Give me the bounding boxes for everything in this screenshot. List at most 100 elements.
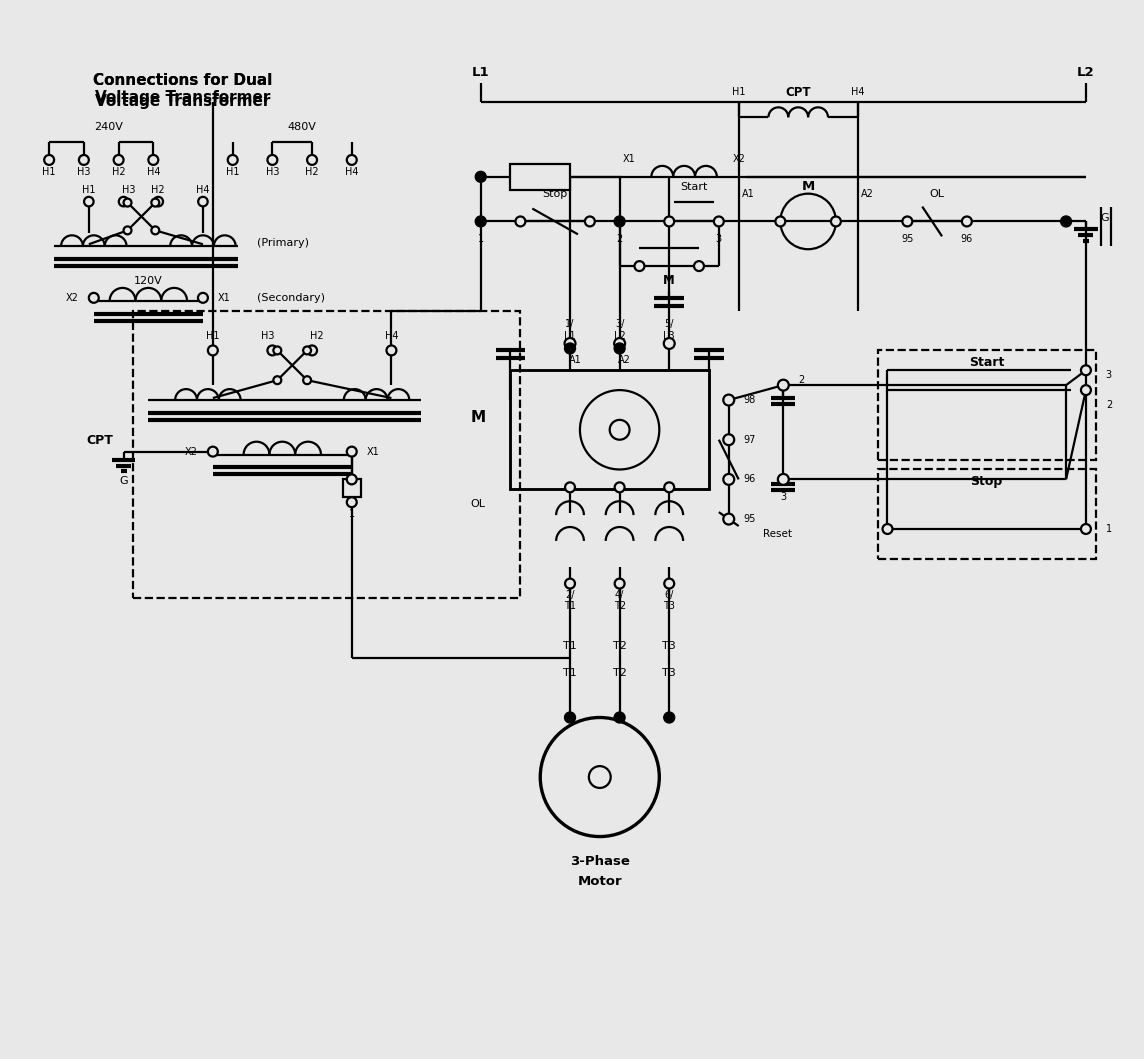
Text: 95: 95 [901, 234, 914, 245]
Circle shape [79, 155, 89, 165]
Text: H3: H3 [77, 167, 90, 177]
Text: 3-Phase: 3-Phase [570, 855, 629, 868]
Text: 2: 2 [799, 375, 804, 385]
Circle shape [149, 155, 158, 165]
Circle shape [475, 216, 486, 227]
Circle shape [273, 376, 281, 384]
Text: H4: H4 [196, 184, 209, 195]
Text: OL: OL [470, 499, 486, 509]
Text: T2: T2 [613, 641, 627, 651]
Bar [877, 351, 1096, 460]
Circle shape [1081, 524, 1091, 534]
Text: H1: H1 [227, 167, 239, 177]
Circle shape [665, 578, 674, 589]
Circle shape [665, 216, 674, 227]
Text: L2: L2 [1078, 66, 1095, 79]
Text: OL: OL [930, 189, 945, 199]
Text: 240V: 240V [94, 122, 124, 132]
Text: L3: L3 [664, 330, 675, 341]
Text: H1: H1 [732, 88, 746, 97]
Circle shape [614, 343, 625, 354]
Text: H1: H1 [206, 330, 220, 341]
Circle shape [1060, 216, 1072, 227]
Circle shape [614, 578, 625, 589]
Circle shape [778, 474, 788, 485]
Text: 3/: 3/ [615, 319, 625, 328]
Text: Start: Start [681, 182, 708, 192]
Circle shape [208, 447, 217, 456]
Circle shape [778, 380, 788, 391]
Circle shape [565, 578, 575, 589]
Text: H3: H3 [121, 184, 135, 195]
Circle shape [347, 474, 357, 484]
Text: 2: 2 [617, 234, 622, 245]
Circle shape [45, 155, 54, 165]
Text: H4: H4 [384, 330, 398, 341]
Text: X1: X1 [217, 293, 231, 303]
Text: H1: H1 [82, 184, 96, 195]
Text: H4: H4 [345, 167, 358, 177]
Text: L2: L2 [613, 330, 626, 341]
Circle shape [776, 216, 785, 227]
Bar [877, 469, 1096, 559]
Text: H3: H3 [265, 167, 279, 177]
Circle shape [962, 216, 972, 227]
Circle shape [1081, 385, 1091, 395]
Circle shape [475, 172, 486, 182]
Text: T2: T2 [613, 668, 627, 678]
Text: X1: X1 [623, 154, 636, 164]
Circle shape [614, 482, 625, 492]
Text: 97: 97 [744, 434, 756, 445]
Text: T1: T1 [563, 668, 577, 678]
Text: M: M [802, 180, 815, 193]
Circle shape [124, 227, 132, 234]
Circle shape [664, 712, 675, 723]
Bar [510, 371, 709, 489]
Text: (Primary): (Primary) [257, 238, 310, 248]
Circle shape [714, 216, 724, 227]
Text: 1: 1 [478, 234, 484, 245]
Text: 96: 96 [961, 234, 974, 245]
Text: X1: X1 [366, 447, 380, 456]
Text: X2: X2 [732, 154, 745, 164]
Bar [343, 480, 360, 498]
Circle shape [153, 197, 164, 207]
Text: Stop: Stop [542, 189, 567, 199]
Text: T3: T3 [662, 668, 676, 678]
Circle shape [564, 343, 575, 354]
Circle shape [198, 293, 208, 303]
Circle shape [614, 338, 625, 348]
Text: H4: H4 [851, 88, 865, 97]
Text: 5/: 5/ [665, 319, 674, 328]
Circle shape [151, 199, 159, 207]
Circle shape [124, 199, 132, 207]
Text: 1/: 1/ [565, 319, 574, 328]
Circle shape [303, 346, 311, 355]
Text: Reset: Reset [763, 528, 793, 539]
Text: M: M [664, 274, 675, 287]
Circle shape [198, 197, 208, 207]
Circle shape [723, 514, 734, 524]
Circle shape [564, 712, 575, 723]
Text: Start: Start [969, 356, 1004, 369]
Text: (Secondary): (Secondary) [257, 293, 326, 303]
Text: T1: T1 [564, 602, 577, 611]
Circle shape [307, 345, 317, 356]
Text: Connections for Dual
Voltage Transformer: Connections for Dual Voltage Transformer [94, 73, 272, 109]
Circle shape [585, 216, 595, 227]
Text: H1: H1 [42, 167, 56, 177]
Text: 6/: 6/ [665, 591, 674, 600]
Text: CPT: CPT [786, 86, 811, 98]
Circle shape [347, 447, 357, 456]
Circle shape [307, 155, 317, 165]
Text: H2: H2 [112, 167, 126, 177]
Text: H4: H4 [146, 167, 160, 177]
Circle shape [151, 227, 159, 234]
Circle shape [208, 345, 217, 356]
Circle shape [635, 262, 644, 271]
Text: G: G [119, 477, 128, 486]
Text: 120V: 120V [134, 276, 162, 286]
Text: L1: L1 [472, 66, 490, 79]
Text: H2: H2 [151, 184, 165, 195]
Text: T3: T3 [662, 641, 676, 651]
